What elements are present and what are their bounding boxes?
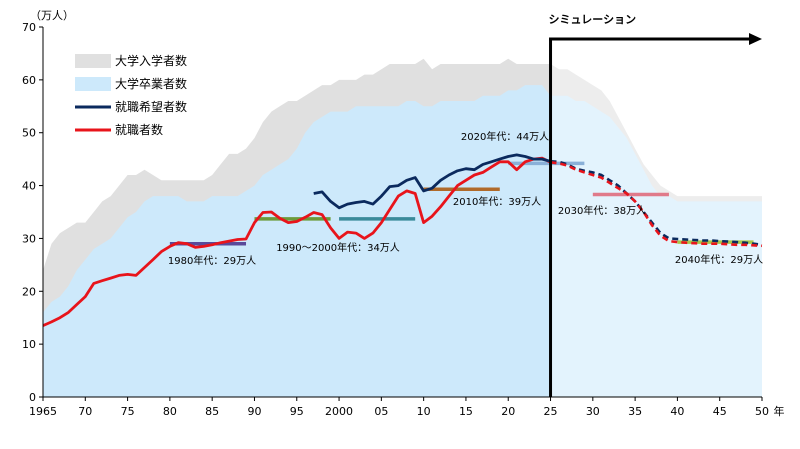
x-tick-label: 95 <box>290 405 304 418</box>
x-tick-label: 15 <box>459 405 473 418</box>
x-tick-label: 45 <box>713 405 727 418</box>
line-job-seekers <box>313 153 551 210</box>
line-employed <box>42 156 552 327</box>
legend-label: 就職希望者数 <box>115 99 187 114</box>
x-tick-label: 20 <box>501 405 515 418</box>
annotation-layer: 1980年代：29万人 1990～2000年代：34万人 2010年代：39万人 20… <box>168 130 763 267</box>
x-tick-label: 80 <box>163 405 177 418</box>
x-tick-label: 50 <box>755 405 769 418</box>
decade-average-label: 2040年代：29万人 <box>675 253 763 266</box>
legend-label: 就職者数 <box>115 122 163 137</box>
decade-average-label: 2010年代：39万人 <box>453 195 541 208</box>
y-tick-label: 0 <box>29 391 36 404</box>
axes-layer: 0 10 20 30 40 50 60 70 1965 70 75 80 85 90 95 2000 05 10 1… <box>22 9 785 418</box>
x-tick-label: 35 <box>628 405 642 418</box>
x-tick-label: 10 <box>417 405 431 418</box>
x-tick-label: 85 <box>205 405 219 418</box>
area-layer <box>43 58 762 397</box>
x-tick-label: 2000 <box>325 405 353 418</box>
simulation-arrowhead <box>749 33 762 45</box>
decade-average-label: 2020年代：44万人 <box>461 130 549 143</box>
area-graduates-simulation <box>550 95 762 397</box>
area-graduates <box>43 85 551 397</box>
legend-label: 大学卒業者数 <box>115 76 187 91</box>
legend-swatch <box>75 54 111 68</box>
x-tick-label: 40 <box>670 405 684 418</box>
decade-average-label: 1990～2000年代：34万人 <box>276 241 400 254</box>
x-tick-label: 30 <box>586 405 600 418</box>
x-tick-label: 75 <box>121 405 135 418</box>
decade-average-label: 1980年代：29万人 <box>168 254 256 267</box>
simulation-layer: シミュレーション <box>549 13 762 397</box>
x-tick-label: 70 <box>78 405 92 418</box>
line-employed-simulation <box>550 161 763 248</box>
legend-label: 大学入学者数 <box>115 53 187 68</box>
y-tick-label: 30 <box>22 232 36 245</box>
legend-swatch <box>75 77 111 91</box>
decade-average-label: 2030年代：38万人 <box>558 204 646 217</box>
x-tick-label: 90 <box>247 405 261 418</box>
x-axis-unit-label: 年 <box>774 404 785 418</box>
y-axis-unit-label: （万人） <box>30 9 74 22</box>
y-tick-label: 10 <box>22 338 36 351</box>
line-job-seekers-simulation <box>550 160 763 247</box>
simulation-label: シミュレーション <box>549 13 637 26</box>
y-tick-label: 70 <box>22 21 36 34</box>
y-tick-label: 50 <box>22 127 36 140</box>
x-tick-label: 05 <box>374 405 388 418</box>
y-tick-label: 40 <box>22 180 36 193</box>
y-tick-label: 20 <box>22 285 36 298</box>
x-tick-label: 1965 <box>29 405 57 418</box>
y-tick-label: 60 <box>22 74 36 87</box>
line-layer <box>42 153 763 327</box>
x-tick-label: 25 <box>544 405 558 418</box>
